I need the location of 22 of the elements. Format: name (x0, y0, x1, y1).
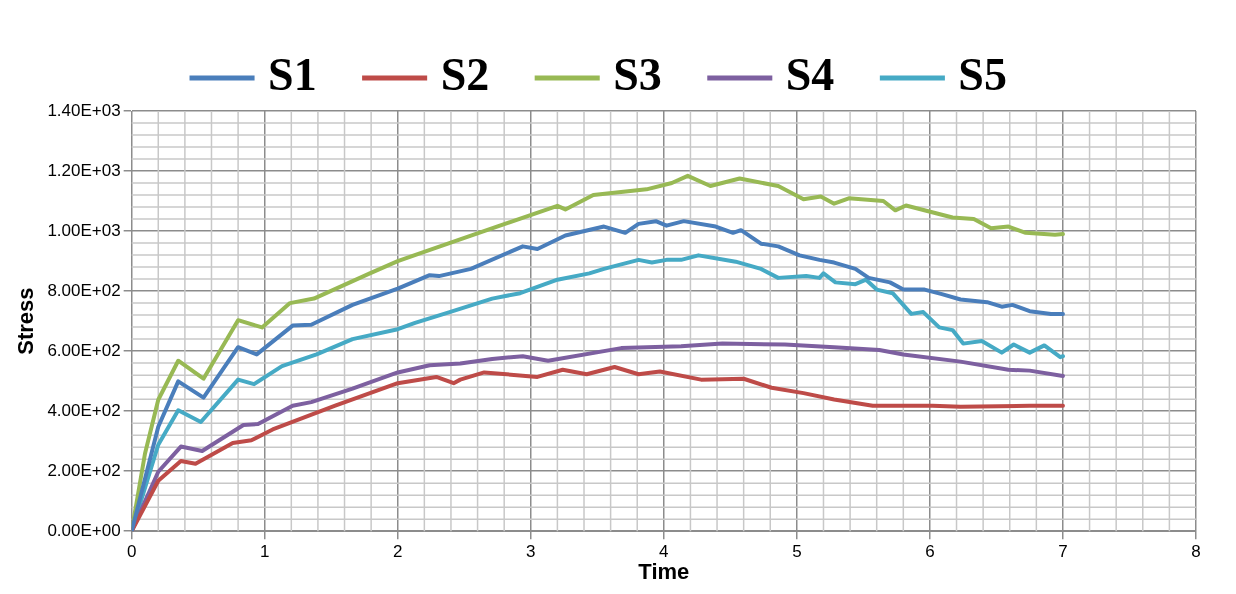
y-axis-title: Stress (13, 287, 39, 355)
x-tick-label: 1 (259, 542, 270, 562)
x-tick-label: 8 (1191, 542, 1201, 562)
legend-label: S2 (440, 48, 490, 100)
y-tick-label: 4.00E+02 (47, 400, 121, 420)
y-tick-label: 6.00E+02 (47, 340, 121, 360)
x-tick-label: 5 (792, 542, 802, 562)
legend-label: S1 (268, 48, 317, 100)
y-tick-label: 1.40E+03 (47, 100, 121, 120)
y-tick-label: 8.00E+02 (47, 280, 121, 300)
x-tick-label: 6 (925, 542, 935, 562)
legend-label: S4 (785, 48, 835, 100)
y-tick-label: 1.00E+03 (47, 220, 121, 240)
legend-label: S5 (958, 48, 1007, 100)
y-tick-label: 1.20E+03 (47, 160, 121, 180)
y-tick-label: 0.00E+00 (47, 520, 121, 540)
y-tick-label: 2.00E+02 (47, 460, 121, 480)
x-tick-label: 0 (126, 542, 137, 562)
x-tick-label: 3 (526, 542, 536, 562)
x-tick-label: 7 (1058, 542, 1068, 562)
x-tick-label: 2 (393, 542, 403, 562)
legend-label: S3 (613, 48, 662, 100)
